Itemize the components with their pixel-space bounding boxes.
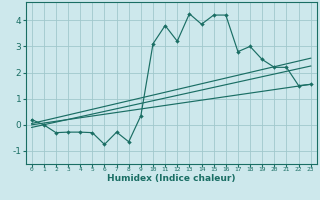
- X-axis label: Humidex (Indice chaleur): Humidex (Indice chaleur): [107, 174, 236, 183]
